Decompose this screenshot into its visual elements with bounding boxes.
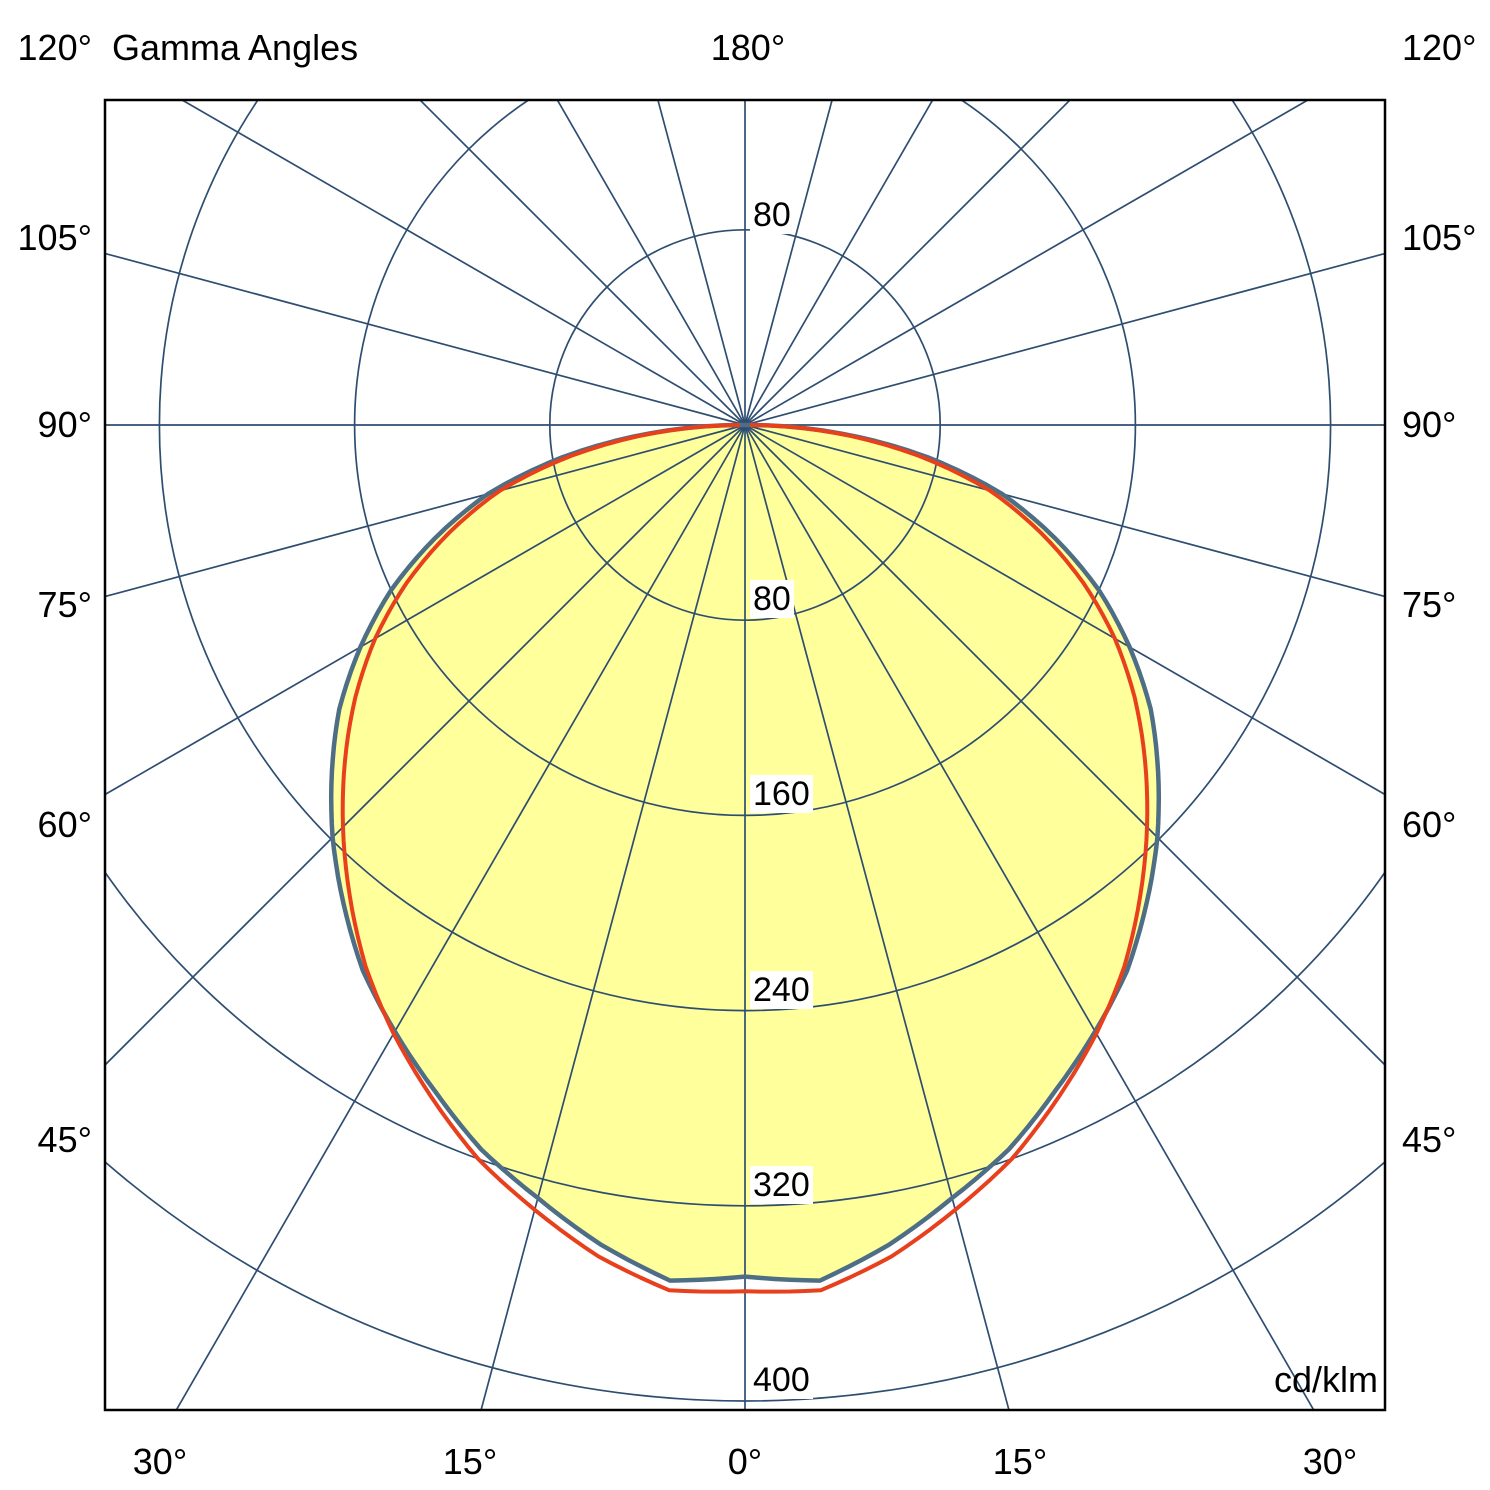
angle-label-bottom-0: 0° bbox=[727, 1441, 763, 1482]
plot-border bbox=[103, 98, 1387, 1412]
angle-label-left-105: 105° bbox=[17, 217, 92, 258]
radial-unit-label: cd/klm bbox=[1273, 1359, 1378, 1400]
angle-label-left-120: 120° bbox=[17, 27, 92, 68]
angle-label-left-60: 60° bbox=[37, 804, 92, 845]
radial-tick-label-80-above: 80 bbox=[750, 196, 794, 234]
angle-label-right-45: 45° bbox=[1402, 1119, 1457, 1160]
angle-label-left-75: 75° bbox=[37, 584, 92, 625]
angle-label-right-60: 60° bbox=[1402, 804, 1457, 845]
angle-label-bottom-15l: 15° bbox=[442, 1441, 498, 1482]
page-title: Gamma Angles bbox=[112, 27, 359, 68]
radial-tick-label-400: 400 bbox=[750, 1361, 813, 1399]
angle-label-top-180: 180° bbox=[710, 27, 786, 68]
angle-label-right-105: 105° bbox=[1402, 217, 1477, 258]
radial-tick-label-320: 320 bbox=[750, 1166, 813, 1204]
angle-label-right-120: 120° bbox=[1402, 27, 1477, 68]
angle-label-right-75: 75° bbox=[1402, 584, 1457, 625]
angle-label-bottom-30r: 30° bbox=[1302, 1441, 1358, 1482]
radial-tick-label-160: 160 bbox=[750, 775, 813, 813]
angle-label-left-45: 45° bbox=[37, 1119, 92, 1160]
distribution-outline bbox=[328, 422, 1162, 1283]
angle-label-right-90: 90° bbox=[1402, 404, 1457, 445]
angle-label-bottom-15r: 15° bbox=[992, 1441, 1048, 1482]
red-plane-curve bbox=[340, 423, 1150, 1294]
radial-tick-label-240: 240 bbox=[750, 971, 813, 1009]
radial-tick-label-80: 80 bbox=[750, 580, 794, 618]
angle-label-bottom-30l: 30° bbox=[132, 1441, 188, 1482]
angle-label-left-90: 90° bbox=[37, 404, 92, 445]
